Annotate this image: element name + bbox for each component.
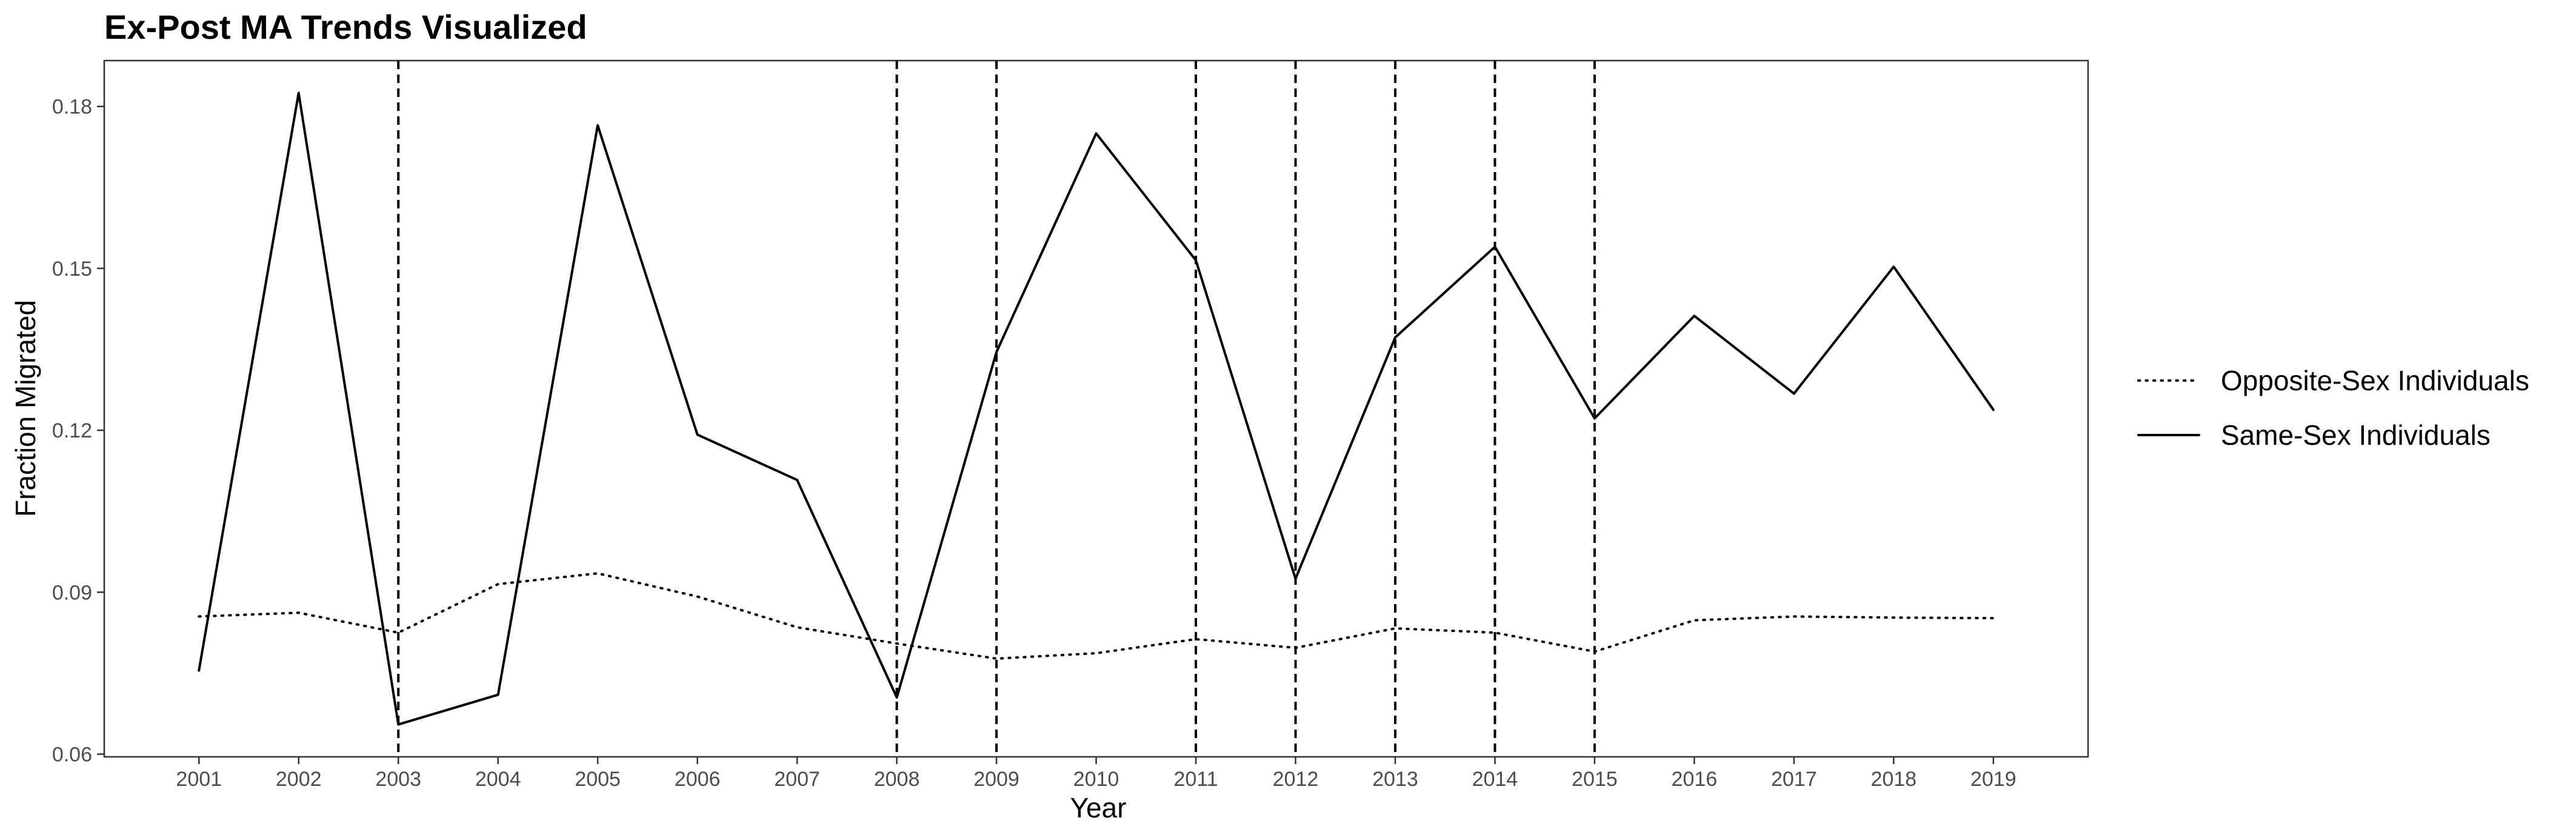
x-axis: 2001 2002 2003 2004 2005 2006 2007 2008 2009 2010…	[176, 757, 2017, 791]
x-tick-label: 2019	[1970, 768, 2017, 791]
y-axis-title: Fraction Migrated	[10, 300, 41, 517]
x-tick-label: 2012	[1273, 768, 1319, 791]
x-tick-label: 2011	[1173, 768, 1218, 791]
x-tick-label: 2003	[375, 768, 421, 791]
x-tick-label: 2005	[575, 768, 621, 791]
chart-title: Ex-Post MA Trends Visualized	[104, 8, 587, 46]
x-tick-label: 2015	[1572, 768, 1618, 791]
x-tick-label: 2001	[176, 768, 222, 791]
series-line-same-sex-individuals	[198, 91, 1995, 726]
vertical-reference-lines	[397, 61, 1596, 757]
x-tick-label: 2008	[874, 768, 920, 791]
series-line-opposite-sex-individuals	[198, 572, 1995, 660]
x-tick-label: 2004	[475, 768, 521, 791]
x-tick-label: 2014	[1472, 768, 1518, 791]
y-tick-label: 0.18	[52, 96, 92, 119]
x-tick-label: 2017	[1771, 768, 1817, 791]
y-axis: 0.06 0.09 0.12 0.15 0.18	[52, 96, 104, 767]
y-tick-label: 0.09	[52, 581, 92, 604]
y-tick-label: 0.12	[52, 419, 92, 442]
x-axis-title: Year	[1070, 792, 1127, 823]
x-tick-label: 2009	[973, 768, 1019, 791]
legend-label: Same-Sex Individuals	[2221, 419, 2491, 451]
y-tick-label: 0.15	[52, 258, 92, 281]
x-tick-label: 2002	[276, 768, 322, 791]
x-tick-label: 2013	[1372, 768, 1418, 791]
x-tick-label: 2016	[1672, 768, 1718, 791]
legend: Opposite-Sex Individuals Same-Sex Individ…	[2137, 365, 2529, 451]
x-tick-label: 2010	[1073, 768, 1119, 791]
y-tick-label: 0.06	[52, 744, 92, 767]
plot-panel	[103, 59, 2089, 758]
x-tick-label: 2018	[1870, 768, 1917, 791]
legend-label: Opposite-Sex Individuals	[2221, 365, 2529, 396]
x-tick-label: 2007	[774, 768, 820, 791]
series-layer	[198, 91, 1995, 726]
x-tick-label: 2006	[675, 768, 721, 791]
